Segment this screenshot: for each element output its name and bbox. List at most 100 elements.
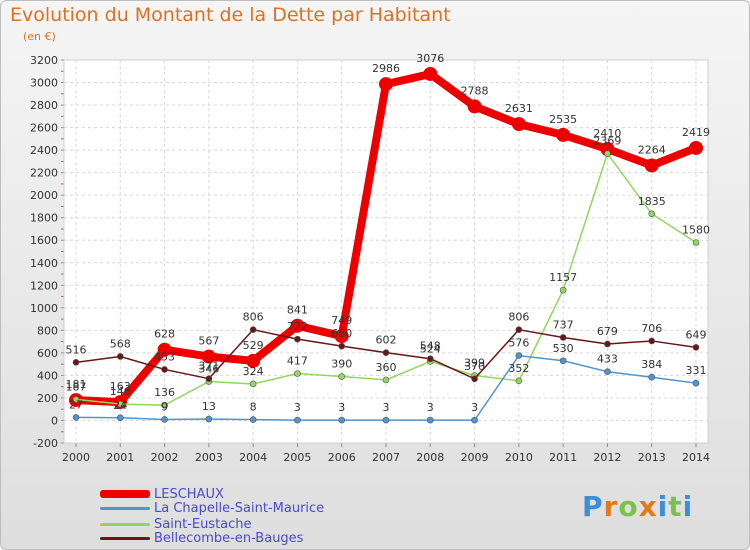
data-point [423,66,438,81]
data-label: 1835 [638,195,666,208]
data-label: 324 [243,365,264,378]
data-point [471,375,478,383]
data-point [201,349,216,364]
data-point [246,353,261,368]
data-point [116,353,124,360]
x-tick-label: 2012 [593,451,621,464]
data-point [205,375,213,382]
data-label: 187 [66,380,87,393]
chart-subtitle: (en €) [23,30,56,43]
data-label: 146 [110,385,131,398]
x-tick-label: 2001 [106,451,134,464]
data-label: 3 [427,401,434,414]
data-label: 331 [686,364,707,377]
y-tick-label: 1000 [30,302,58,315]
data-point [648,337,656,345]
data-label: 390 [331,358,352,371]
data-point [338,373,346,380]
y-tick-label: 3000 [30,77,58,90]
data-label: 8 [250,401,257,414]
data-label: 2264 [638,143,666,156]
x-tick-label: 2011 [549,451,577,464]
data-point [161,366,168,373]
data-label: 3 [383,401,390,414]
x-tick-label: 2014 [682,451,710,464]
data-label: 806 [508,311,529,324]
data-label: 136 [154,386,175,399]
data-label: 567 [198,335,219,348]
y-tick-label: 2000 [30,189,58,202]
x-tick-label: 2003 [195,451,223,464]
data-point [467,99,482,114]
data-label: 3 [294,401,301,414]
data-point [116,400,124,408]
x-tick-label: 2004 [239,451,267,464]
data-label: 516 [66,343,87,356]
data-label: 576 [508,337,529,350]
data-label: 737 [553,318,574,331]
y-tick-label: 600 [37,347,58,360]
logo-letter: o [618,490,639,523]
data-point [559,334,567,341]
data-point [426,355,434,363]
data-point [648,210,656,218]
y-tick-label: 3200 [30,54,58,67]
data-point [161,401,168,409]
data-label: 3 [338,401,345,414]
data-label: 660 [331,327,352,340]
proxiti-logo: Proxiti [582,490,693,523]
data-label: 529 [243,339,264,352]
legend-label: Saint-Eustache [154,516,252,532]
data-point [294,370,301,377]
data-label: 706 [641,322,662,335]
data-label: 3 [471,401,478,414]
data-point [559,357,567,365]
y-tick-label: 2600 [30,122,58,135]
legend-label: La Chapelle-Saint-Maurice [154,500,325,516]
data-label: 24 [113,399,127,412]
data-point [471,416,478,424]
data-point [72,396,80,403]
data-point [161,416,168,423]
data-point [379,77,393,92]
y-tick-label: 800 [37,324,58,337]
data-label: 346 [198,362,219,375]
data-point [692,239,700,246]
data-point [648,373,656,381]
data-point [692,379,700,387]
data-point [294,416,301,424]
y-tick-label: 1400 [30,257,58,270]
data-label: 524 [420,342,441,355]
data-label: 433 [597,353,618,366]
data-point [382,376,390,384]
data-label: 384 [641,358,662,371]
data-label: 2631 [505,102,533,115]
x-tick-label: 2000 [62,451,90,464]
data-label: 2419 [682,126,710,139]
data-point [604,368,611,375]
data-label: 27 [69,398,83,411]
data-point [604,150,611,157]
data-label: 371 [198,360,219,373]
data-label: 568 [110,337,131,350]
data-point [604,340,611,348]
data-label: 1157 [549,271,577,284]
data-point [249,326,257,333]
data-label: 2410 [593,127,621,140]
logo-letter: t [668,490,683,523]
logo-letter: i [657,490,669,523]
data-point [249,416,257,423]
x-tick-label: 2007 [372,451,400,464]
logo-letter: x [638,490,658,523]
data-label: 2986 [372,62,400,75]
legend-item-la-chapelle: La Chapelle-Saint-Maurice [100,500,324,516]
data-point [382,416,390,424]
data-point [249,380,257,388]
data-point [515,352,523,359]
data-label: 399 [464,357,485,370]
y-tick-label: 2200 [30,167,58,180]
legend-label: LESCHAUX [154,486,224,502]
x-tick-label: 2010 [505,451,533,464]
data-label: 2535 [549,113,577,126]
data-point [644,158,659,173]
